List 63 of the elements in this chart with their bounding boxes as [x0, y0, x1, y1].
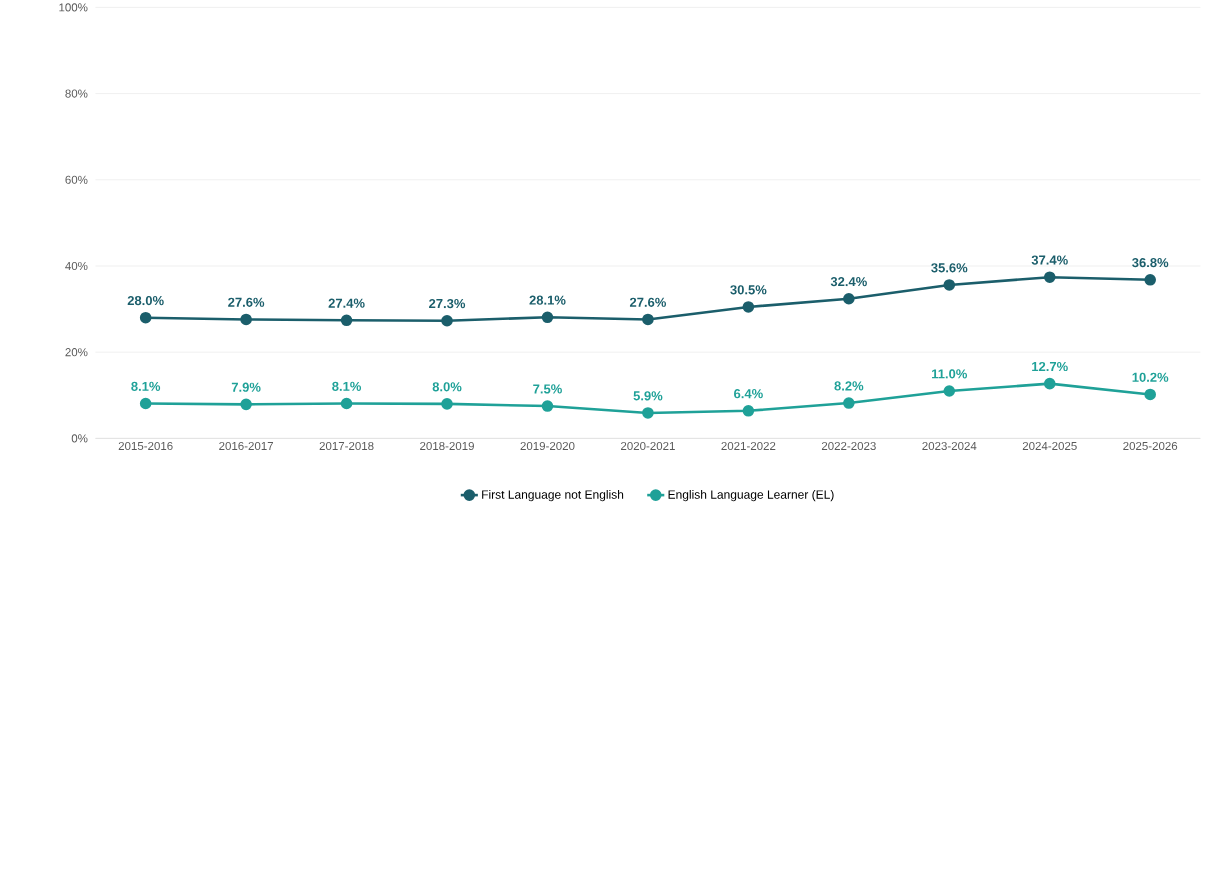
data-label: 27.4% — [328, 298, 365, 308]
point — [943, 279, 956, 291]
data-label: 6.4% — [734, 389, 763, 399]
data-label: 28.1% — [529, 295, 566, 305]
data-label: 7.5% — [533, 384, 562, 394]
x-tick-label: 2016-2017 — [219, 441, 274, 451]
data-label: 11.0% — [932, 369, 968, 379]
x-tick-label: 2023-2024 — [922, 441, 977, 451]
y-tick-label: 60% — [65, 175, 88, 184]
data-label: 8.1% — [131, 381, 161, 391]
data-label: 10.2% — [1132, 372, 1169, 382]
point — [843, 292, 855, 305]
point — [139, 311, 152, 324]
point — [240, 398, 252, 411]
point — [642, 407, 654, 419]
x-tick-label: 2018-2019 — [420, 441, 474, 451]
point — [1043, 271, 1056, 283]
data-label: 8.0% — [432, 382, 462, 392]
data-label: 27.3% — [429, 298, 466, 309]
point — [742, 405, 755, 417]
y-tick-label: 100% — [59, 3, 88, 12]
x-tick-label: 2019-2020 — [520, 441, 575, 451]
point — [441, 398, 453, 410]
point — [541, 311, 554, 324]
x-tick-label: 2021-2022 — [721, 441, 776, 451]
legend-label: First Language not English — [482, 490, 624, 502]
data-label: 37.4% — [1031, 255, 1068, 265]
y-tick-label: 20% — [65, 348, 88, 357]
point — [340, 397, 353, 410]
y-tick-label: 0% — [71, 434, 88, 443]
data-label: 27.6% — [228, 297, 265, 307]
data-label: 35.6% — [931, 263, 968, 273]
data-label: 30.5% — [730, 285, 767, 295]
data-label: 27.6% — [629, 297, 667, 307]
x-tick-label: 2020-2021 — [621, 441, 675, 451]
legend-label: English Language Learner (EL) — [668, 490, 834, 502]
x-tick-label: 2022-2023 — [821, 441, 876, 451]
data-label: 8.1% — [332, 381, 362, 391]
data-label: 5.9% — [633, 391, 663, 401]
point — [1144, 273, 1156, 286]
point — [441, 314, 453, 327]
data-label: 12.7% — [1032, 361, 1068, 372]
x-tick-label: 2025-2026 — [1123, 441, 1178, 451]
y-tick-label: 40% — [65, 261, 88, 271]
point — [943, 385, 956, 397]
point — [1043, 377, 1056, 390]
x-tick-label: 2024-2025 — [1022, 441, 1077, 451]
x-tick-label: 2015-2016 — [118, 441, 173, 451]
point — [1144, 388, 1156, 401]
point — [742, 301, 755, 313]
data-label: 7.9% — [231, 382, 261, 392]
data-label: 36.8% — [1132, 258, 1169, 268]
data-label: 28.0% — [127, 295, 164, 306]
y-tick-label: 80% — [65, 89, 88, 98]
data-label: 8.2% — [834, 381, 864, 391]
point — [240, 313, 252, 326]
point — [843, 397, 855, 409]
point — [340, 314, 353, 327]
point — [642, 313, 654, 326]
x-tick-label: 2017-2018 — [319, 441, 374, 451]
point — [541, 400, 554, 412]
data-label: 32.4% — [830, 276, 867, 287]
point — [139, 397, 152, 410]
